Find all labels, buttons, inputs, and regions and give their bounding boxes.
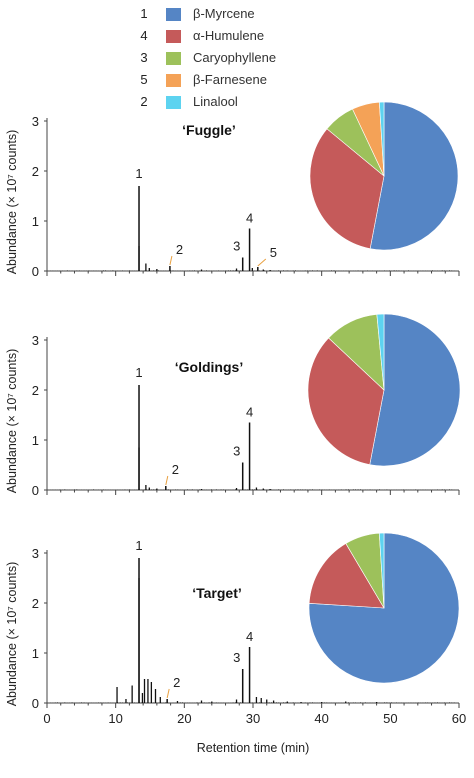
legend-swatch [166, 96, 181, 109]
peak-label: 2 [173, 675, 180, 690]
pie-slice [308, 532, 460, 684]
y-tick-label: 0 [32, 264, 39, 279]
legend-swatch [166, 74, 181, 87]
pie-slice [369, 101, 459, 251]
legend-number: 3 [140, 50, 147, 65]
legend-label: Linalool [193, 94, 238, 109]
variety-title: ‘Goldings’ [175, 359, 243, 375]
legend-swatch [166, 30, 181, 43]
y-tick-label: 0 [32, 696, 39, 711]
y-tick-label: 3 [32, 546, 39, 561]
y-axis-label: Abundance (× 10⁷ counts) [5, 349, 19, 494]
legend-number: 2 [140, 94, 147, 109]
y-tick-label: 1 [32, 646, 39, 661]
legend-label: β-Myrcene [193, 6, 255, 21]
legend-item: 3 Caryophyllene [140, 50, 276, 65]
peak-label: 4 [246, 211, 253, 226]
variety-title: ‘Fuggle’ [182, 122, 236, 138]
composition-pie [308, 532, 460, 684]
peak-label: 1 [135, 365, 142, 380]
y-tick-label: 0 [32, 483, 39, 498]
composition-pie [307, 313, 461, 467]
y-axis-label: Abundance (× 10⁷ counts) [5, 562, 19, 707]
legend-label: β-Farnesene [193, 72, 267, 87]
x-tick-label: 60 [452, 711, 466, 726]
legend-item: 5 β-Farnesene [140, 72, 267, 87]
pie-slice [308, 543, 385, 609]
pie-slice [378, 532, 385, 609]
x-tick-label: 20 [177, 711, 191, 726]
y-tick-label: 1 [32, 433, 39, 448]
pie-slice [307, 337, 385, 466]
peak-label: 4 [246, 405, 253, 420]
peak-label: 3 [233, 444, 240, 459]
peak-label: 3 [233, 650, 240, 665]
pie-slice [376, 313, 385, 391]
x-tick-label: 40 [314, 711, 328, 726]
peak-label: 4 [246, 629, 253, 644]
variety-title: ‘Target’ [192, 585, 242, 601]
chromatogram-panel: 0 1 2 3 Abundance (× 10⁷ counts) 1 2 3 4 ‘Golding… [5, 313, 461, 498]
y-tick-label: 2 [32, 596, 39, 611]
peak-leader-line [257, 258, 267, 267]
y-tick-label: 3 [32, 333, 39, 348]
peak-label: 1 [135, 166, 142, 181]
peak-label: 3 [233, 239, 240, 254]
x-tick-label: 10 [108, 711, 122, 726]
x-axis: 0 10 20 30 40 50 60 Retention time (min) [43, 711, 466, 755]
legend-swatch [166, 8, 181, 21]
x-tick-label: 30 [246, 711, 260, 726]
peak-label: 2 [172, 462, 179, 477]
peak-leader-line [169, 255, 173, 266]
composition-pie [309, 101, 459, 251]
legend-label: Caryophyllene [193, 50, 276, 65]
peak-label: 2 [176, 242, 183, 257]
peak-leader-line [166, 688, 170, 699]
legend-number: 4 [140, 28, 147, 43]
y-axis-label: Abundance (× 10⁷ counts) [5, 130, 19, 275]
legend-item: 1 β-Myrcene [140, 6, 255, 21]
y-tick-label: 1 [32, 214, 39, 229]
x-tick-label: 0 [43, 711, 50, 726]
y-tick-label: 3 [32, 114, 39, 129]
peak-label: 1 [135, 538, 142, 553]
legend-number: 5 [140, 72, 147, 87]
x-axis-label: Retention time (min) [197, 741, 310, 755]
legend-swatch [166, 52, 181, 65]
peak-leader-line [165, 475, 169, 486]
pie-slice [309, 128, 385, 250]
legend-item: 4 α-Humulene [140, 28, 264, 43]
y-tick-label: 2 [32, 164, 39, 179]
legend-item: 2 Linalool [140, 94, 238, 109]
peak-label: 5 [270, 245, 277, 260]
y-tick-label: 2 [32, 383, 39, 398]
pie-slice [369, 313, 461, 467]
legend: 1 β-Myrcene 4 α-Humulene 3 Caryophyllene 5 β-Fa… [140, 6, 276, 109]
legend-label: α-Humulene [193, 28, 264, 43]
pie-slice [379, 101, 385, 177]
legend-number: 1 [140, 6, 147, 21]
x-tick-label: 50 [383, 711, 397, 726]
